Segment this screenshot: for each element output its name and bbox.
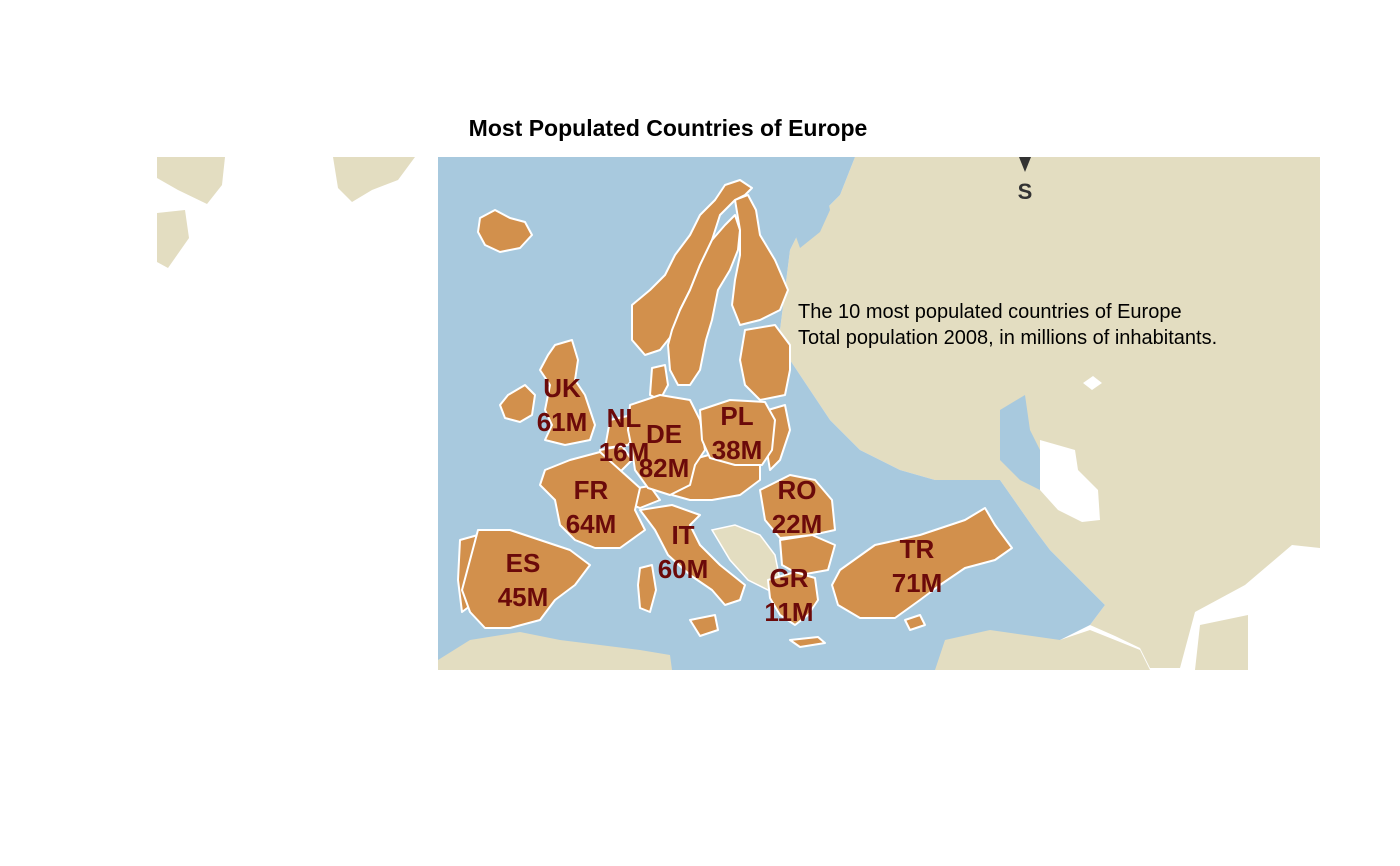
compass-arrow-icon [1019, 157, 1031, 172]
label-code-tr: TR [900, 534, 935, 564]
map-title: Most Populated Countries of Europe [469, 115, 868, 141]
compass: S [1018, 157, 1033, 204]
description-line2: Total population 2008, in millions of in… [798, 327, 1217, 349]
country-sicily [689, 614, 719, 637]
label-pop-uk: 61M [537, 407, 588, 437]
label-code-nl: NL [607, 403, 642, 433]
country-gr [767, 571, 819, 626]
label-pop-es: 45M [498, 582, 549, 612]
compass-label: S [1018, 179, 1033, 204]
country-it [639, 504, 746, 606]
country-pl [699, 399, 776, 466]
country-tr [831, 507, 1013, 619]
label-pop-fr: 64M [566, 509, 617, 539]
highlighted-countries [461, 339, 1013, 637]
label-code-de: DE [646, 419, 682, 449]
description-line1: The 10 most populated countries of Europ… [798, 301, 1182, 323]
country-fr [539, 451, 646, 549]
country-uk [539, 339, 596, 446]
label-pop-nl: 16M [599, 437, 650, 467]
label-pop-ro: 22M [772, 509, 823, 539]
label-pop-de: 82M [639, 453, 690, 483]
label-code-it: IT [671, 520, 694, 550]
label-pop-pl: 38M [712, 435, 763, 465]
label-code-uk: UK [543, 373, 581, 403]
label-pop-gr: 11M [764, 597, 813, 627]
label-code-ro: RO [778, 475, 817, 505]
country-ro [759, 474, 836, 539]
label-pop-tr: 71M [892, 568, 943, 598]
land-bottom [438, 630, 1150, 670]
sea-inland [790, 185, 1102, 522]
country-labels: UK 61M NL 16M DE 82M PL 38M FR 64M RO 22… [498, 373, 943, 627]
country-de [627, 394, 706, 496]
country-es [461, 529, 591, 629]
label-code-gr: GR [770, 563, 809, 593]
label-code-es: ES [506, 548, 541, 578]
label-code-pl: PL [720, 401, 753, 431]
label-pop-it: 60M [658, 554, 709, 584]
land-left [157, 157, 415, 268]
label-code-fr: FR [574, 475, 609, 505]
land-right [780, 157, 1320, 670]
